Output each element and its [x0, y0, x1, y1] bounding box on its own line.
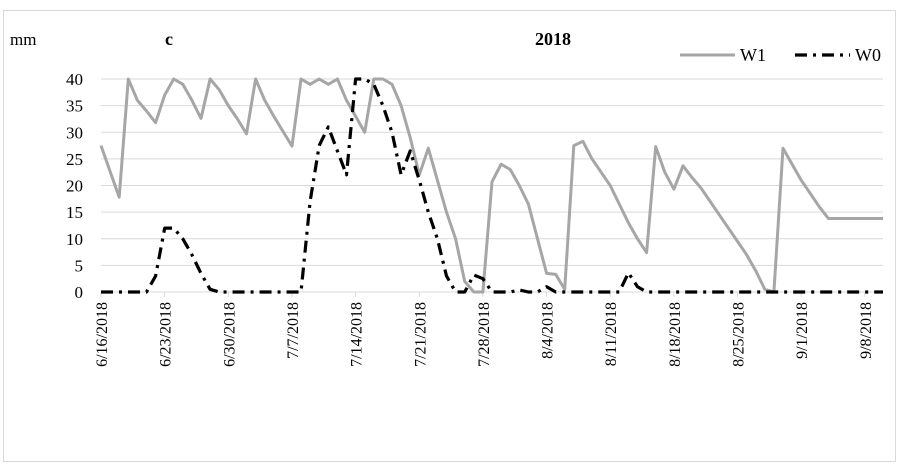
- x-tick-label: 6/23/2018: [158, 302, 175, 367]
- chart-frame: [3, 10, 896, 462]
- legend: W1 W0: [680, 45, 881, 65]
- y-tick-label: 15: [66, 203, 83, 222]
- x-tick-label: 7/14/2018: [349, 302, 366, 367]
- x-tick-label: 9/1/2018: [794, 302, 811, 359]
- x-tick-label: 8/4/2018: [540, 302, 557, 359]
- x-tick-label: 6/30/2018: [221, 302, 238, 367]
- y-tick-label: 35: [66, 97, 83, 116]
- x-tick-label: 8/11/2018: [603, 302, 620, 366]
- panel-label: c: [165, 29, 173, 49]
- series-lines: [99, 77, 883, 294]
- y-tick-label: 0: [75, 283, 84, 302]
- x-tick-label: 6/16/2018: [94, 302, 111, 367]
- y-tick-label: 30: [66, 123, 83, 142]
- y-tick-label: 5: [75, 256, 84, 275]
- x-tick-label: 9/8/2018: [858, 302, 875, 359]
- x-tick-label: 8/25/2018: [731, 302, 748, 367]
- legend-label-w0: W0: [855, 45, 881, 65]
- x-tick-label: 8/18/2018: [667, 302, 684, 367]
- x-tick-label: 7/21/2018: [412, 302, 429, 367]
- y-tick-label: 10: [66, 230, 83, 249]
- y-tick-label: 25: [66, 150, 83, 169]
- gridlines: [101, 78, 883, 266]
- y-axis-unit-label: mm: [10, 30, 36, 49]
- chart-title: 2018: [535, 29, 571, 49]
- axes: 0 5 10 15 20 25 30 35 40 6/16/2018 6/23/2018 6/30/2…: [66, 70, 883, 367]
- x-tick-label: 7/28/2018: [476, 302, 493, 367]
- y-tick-label: 40: [66, 70, 83, 89]
- legend-label-w1: W1: [740, 45, 766, 65]
- series-line-w1: [99, 77, 883, 294]
- series-line-w0: [101, 77, 883, 294]
- labels: mm c 2018: [10, 29, 571, 49]
- x-tick-label: 7/7/2018: [285, 302, 302, 359]
- y-tick-label: 20: [66, 177, 83, 196]
